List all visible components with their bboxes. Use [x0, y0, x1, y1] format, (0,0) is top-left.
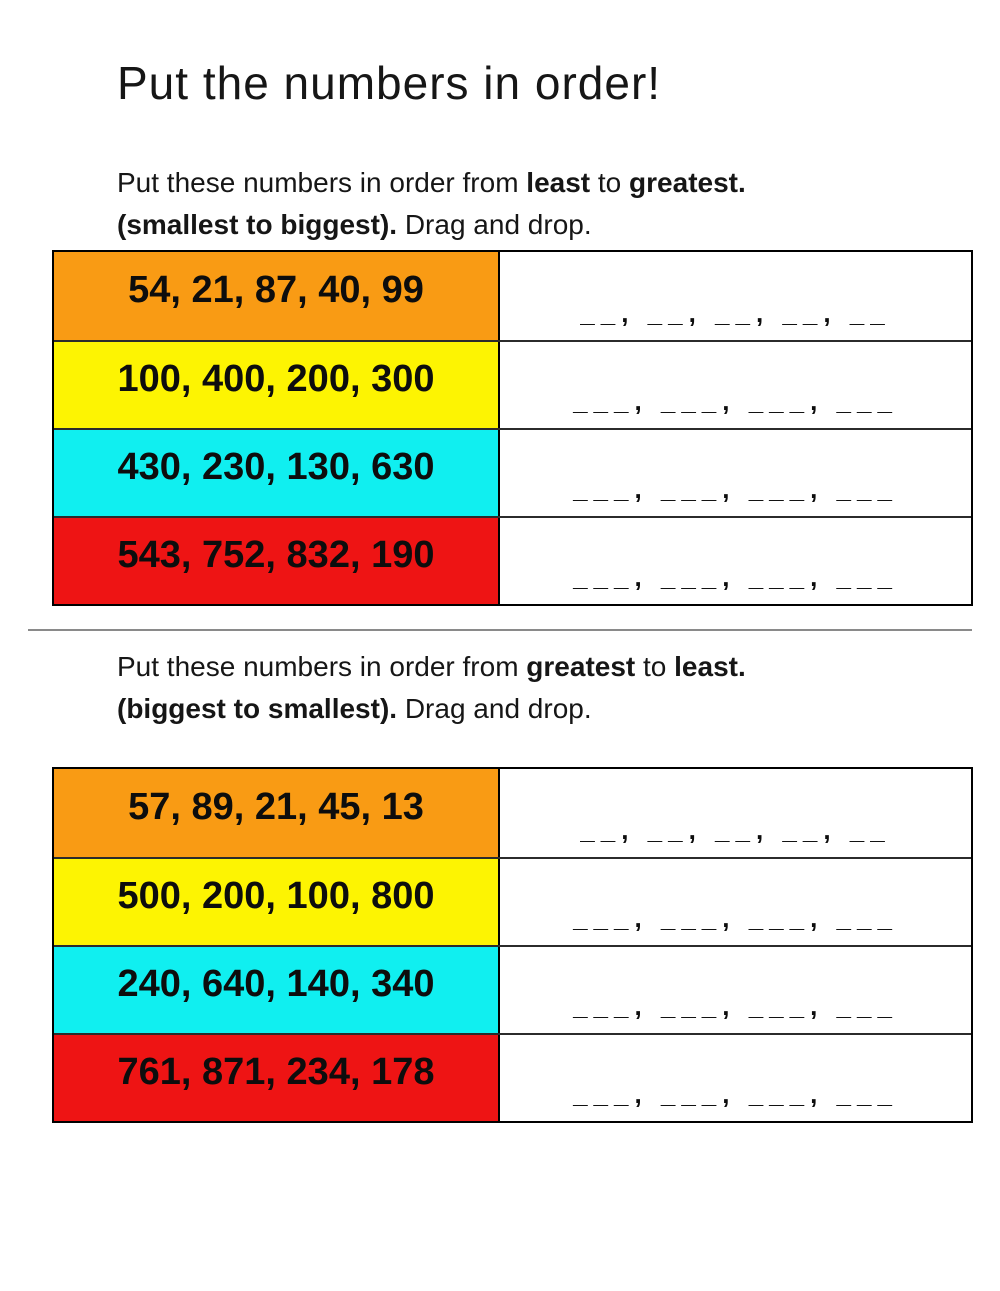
number-tile-yellow[interactable]: 100, 400, 200, 300 — [54, 342, 500, 428]
instruction-bold-greatest: greatest — [526, 651, 636, 682]
instruction-text: Put these numbers in order from — [117, 167, 527, 198]
table-row: 240, 640, 140, 340 ___, ___, ___, ___ — [54, 945, 971, 1033]
instruction-greatest-to-least: Put these numbers in order from greatest… — [117, 646, 746, 730]
table-row: 54, 21, 87, 40, 99 __, __, __, __, __ — [54, 252, 971, 340]
instruction-bold-least: least. — [674, 651, 746, 682]
section-divider — [28, 629, 972, 631]
page-title: Put the numbers in order! — [117, 57, 662, 109]
instruction-text: Drag and drop. — [397, 693, 592, 724]
table-row: 430, 230, 130, 630 ___, ___, ___, ___ — [54, 428, 971, 516]
instruction-bold-parenthetical: (smallest to biggest). — [117, 209, 398, 240]
instruction-text: to — [590, 167, 630, 198]
instruction-least-to-greatest: Put these numbers in order from least to… — [117, 162, 746, 246]
answer-blanks: ___, ___, ___, ___ — [573, 474, 898, 504]
table-row: 57, 89, 21, 45, 13 __, __, __, __, __ — [54, 769, 971, 857]
answer-blanks: ___, ___, ___, ___ — [573, 903, 898, 933]
answer-blanks: ___, ___, ___, ___ — [573, 562, 898, 592]
table-row: 761, 871, 234, 178 ___, ___, ___, ___ — [54, 1033, 971, 1121]
number-tile-red[interactable]: 543, 752, 832, 190 — [54, 518, 500, 604]
answer-dropzone[interactable]: __, __, __, __, __ — [500, 252, 971, 340]
answer-dropzone[interactable]: ___, ___, ___, ___ — [500, 859, 971, 945]
table-row: 543, 752, 832, 190 ___, ___, ___, ___ — [54, 516, 971, 604]
instruction-text: Drag and drop. — [397, 209, 592, 240]
table-row: 500, 200, 100, 800 ___, ___, ___, ___ — [54, 857, 971, 945]
instruction-bold-parenthetical: (biggest to smallest). — [117, 693, 398, 724]
number-tile-cyan[interactable]: 240, 640, 140, 340 — [54, 947, 500, 1033]
table-row: 100, 400, 200, 300 ___, ___, ___, ___ — [54, 340, 971, 428]
answer-dropzone[interactable]: ___, ___, ___, ___ — [500, 947, 971, 1033]
answer-dropzone[interactable]: __, __, __, __, __ — [500, 769, 971, 857]
answer-dropzone[interactable]: ___, ___, ___, ___ — [500, 430, 971, 516]
instruction-text: to — [635, 651, 675, 682]
answer-dropzone[interactable]: ___, ___, ___, ___ — [500, 1035, 971, 1121]
answer-table-greatest-to-least: 57, 89, 21, 45, 13 __, __, __, __, __ 50… — [52, 767, 973, 1123]
instruction-bold-greatest: greatest. — [629, 167, 746, 198]
answer-blanks: ___, ___, ___, ___ — [573, 1079, 898, 1109]
answer-blanks: ___, ___, ___, ___ — [573, 991, 898, 1021]
answer-dropzone[interactable]: ___, ___, ___, ___ — [500, 518, 971, 604]
answer-blanks: ___, ___, ___, ___ — [573, 386, 898, 416]
instruction-bold-least: least — [526, 167, 591, 198]
number-tile-orange[interactable]: 54, 21, 87, 40, 99 — [54, 252, 500, 340]
number-tile-red[interactable]: 761, 871, 234, 178 — [54, 1035, 500, 1121]
answer-table-least-to-greatest: 54, 21, 87, 40, 99 __, __, __, __, __ 10… — [52, 250, 973, 606]
answer-blanks: __, __, __, __, __ — [580, 298, 891, 328]
number-tile-orange[interactable]: 57, 89, 21, 45, 13 — [54, 769, 500, 857]
number-tile-yellow[interactable]: 500, 200, 100, 800 — [54, 859, 500, 945]
instruction-text: Put these numbers in order from — [117, 651, 527, 682]
number-tile-cyan[interactable]: 430, 230, 130, 630 — [54, 430, 500, 516]
answer-dropzone[interactable]: ___, ___, ___, ___ — [500, 342, 971, 428]
answer-blanks: __, __, __, __, __ — [580, 815, 891, 845]
